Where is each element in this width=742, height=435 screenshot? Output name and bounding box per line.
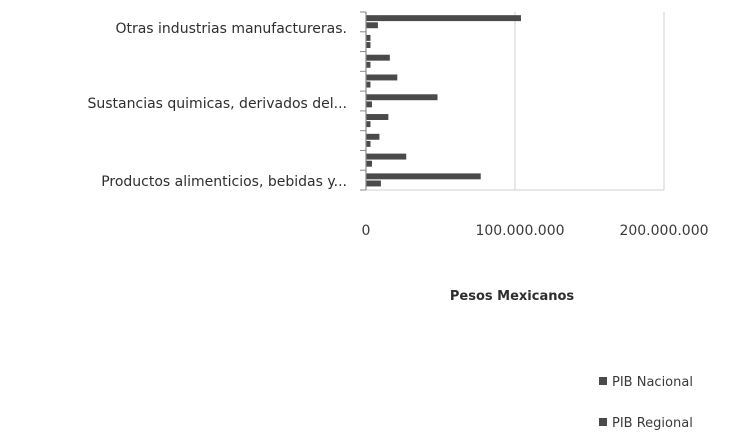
legend-label-pib-regional: PIB Regional <box>612 416 693 431</box>
gridlines <box>366 12 665 191</box>
legend-swatch-pib-regional <box>599 418 607 426</box>
bar-pib-regional <box>366 140 371 147</box>
x-tick-label: 0 <box>362 223 371 239</box>
legend-swatch-pib-nacional <box>599 377 607 385</box>
y-axis <box>360 11 367 191</box>
bar-pib-nacional <box>366 54 390 61</box>
bar-pib-regional <box>366 61 371 68</box>
category-label-bottom: Productos alimenticios, bebidas y... <box>101 174 347 190</box>
bar-pib-nacional <box>366 173 481 180</box>
x-tick-label: 100.000.000 <box>475 223 564 239</box>
bar-pib-nacional <box>366 15 521 22</box>
x-axis-title: Pesos Mexicanos <box>450 289 575 304</box>
bar-pib-regional <box>366 180 381 187</box>
category-label-middle: Sustancias quimicas, derivados del... <box>88 96 348 112</box>
category-labels: Otras industrias manufactureras. Sustanc… <box>88 21 348 190</box>
bar-pib-nacional <box>366 34 371 41</box>
legend-label-pib-nacional: PIB Nacional <box>612 375 693 390</box>
legend: PIB Nacional PIB Regional <box>599 375 693 431</box>
bars-group <box>366 15 521 187</box>
bar-pib-nacional <box>366 94 438 101</box>
bar-pib-nacional <box>366 74 398 81</box>
bar-pib-regional <box>366 81 371 88</box>
category-label-top: Otras industrias manufactureras. <box>115 21 347 37</box>
bar-pib-regional <box>366 22 378 29</box>
bar-pib-nacional <box>366 133 380 140</box>
x-tick-label: 200.000.000 <box>619 223 708 239</box>
bar-pib-nacional <box>366 114 389 120</box>
bar-pib-nacional <box>366 153 407 160</box>
x-tick-labels: 0 100.000.000 200.000.000 <box>362 223 709 239</box>
bar-pib-regional <box>366 121 371 128</box>
bar-pib-regional <box>366 160 372 167</box>
bar-pib-regional <box>366 42 371 48</box>
bar-pib-regional <box>366 101 372 108</box>
